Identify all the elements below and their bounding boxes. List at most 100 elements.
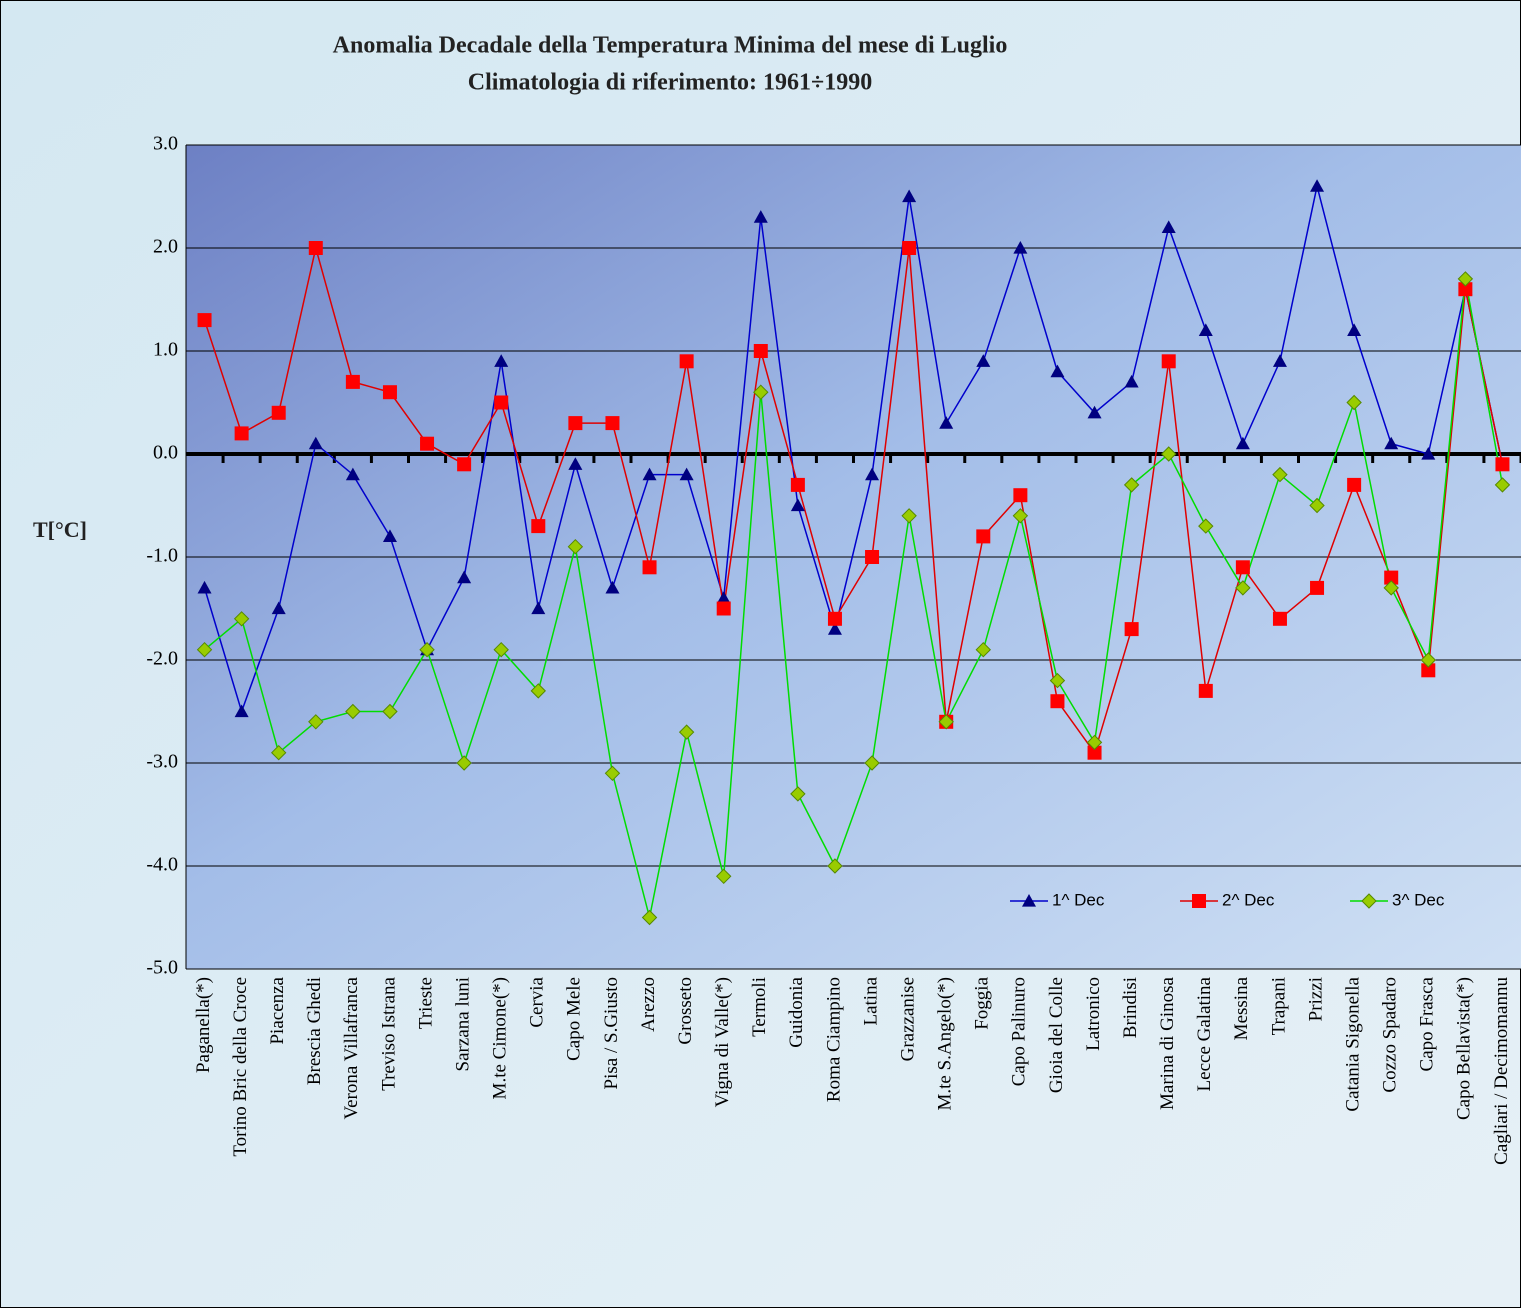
y-tick-label: -5.0 [146,957,178,979]
x-tick-label: M.te Cimone(*) [490,977,511,1099]
marker [1421,447,1436,460]
x-tick-label: Marina di Ginosa [1157,976,1178,1110]
marker [716,601,731,616]
marker [790,477,805,492]
marker [678,724,695,740]
marker [716,868,732,885]
marker [494,354,509,367]
marker [1346,394,1362,411]
marker [604,765,621,782]
x-tick-label: Guidonia [786,976,807,1047]
x-tick-label: Foggia [972,976,993,1029]
marker [494,395,509,410]
marker [196,641,213,658]
marker [864,755,880,771]
y-tick-label: 2.0 [153,236,178,258]
marker [1458,282,1473,297]
x-tick-label: Messina [1231,976,1252,1040]
marker [642,467,657,481]
marker [1457,271,1474,287]
x-tick-label: Torino Bric della Croce [230,977,251,1157]
marker [790,498,805,512]
marker [1272,466,1288,483]
x-tick-label: Trieste [415,977,436,1029]
marker [1049,672,1066,689]
marker [679,467,694,481]
marker [1123,477,1140,493]
marker [1161,354,1176,369]
y-tick-label: 1.0 [153,339,178,361]
y-tick-label: 3.0 [153,133,178,155]
legend-marker [1361,893,1377,909]
marker [1086,734,1103,751]
marker [1347,323,1362,336]
marker [568,416,583,431]
marker [1384,436,1399,450]
marker [1235,580,1251,596]
marker [753,344,768,358]
marker [1198,518,1214,534]
x-tick-label: Pisa / S.Giusto [601,977,622,1089]
marker [233,611,250,627]
marker [234,426,249,441]
marker [716,591,731,604]
marker [457,570,472,584]
marker [1050,694,1065,709]
marker [1198,683,1213,698]
marker [975,641,991,658]
marker [197,313,212,328]
x-tick-label: Catania Sigonella [1342,976,1363,1111]
marker [976,354,991,367]
legend-label: 1^ Dec [1052,890,1105,909]
x-tick-label: Verona Villafranca [341,976,362,1119]
marker [345,467,360,481]
marker [456,755,472,771]
x-tick-label: Termoli [749,977,770,1037]
marker [457,457,472,472]
marker [531,519,546,534]
marker [1420,652,1436,668]
x-tick-label: Cozzo Spadaro [1380,977,1401,1093]
marker [234,704,249,718]
x-tick-label: Arezzo [638,977,659,1032]
x-tick-label: Prizzi [1305,977,1326,1021]
marker [308,241,323,255]
marker [420,436,435,451]
x-tick-label: Trapani [1268,977,1289,1035]
marker [1421,663,1436,678]
marker [308,714,324,730]
legend-label: 3^ Dec [1392,890,1445,909]
marker [790,786,806,802]
marker [1198,323,1213,336]
x-tick-label: Treviso Istrana [378,976,399,1090]
marker [493,641,509,658]
marker [1309,497,1325,514]
marker [345,374,360,389]
marker [1087,405,1102,419]
x-tick-label: Capo Bellavista(*) [1454,977,1475,1120]
marker [197,580,212,594]
marker [531,601,546,615]
marker [865,550,880,564]
x-tick-label: Latina [860,976,881,1025]
x-tick-label: Lecce Galatina [1194,976,1215,1091]
marker [938,714,954,730]
marker [976,529,991,544]
marker [902,189,917,203]
x-tick-label: Cervia [527,976,548,1027]
marker [901,508,917,524]
y-tick-label: -3.0 [146,751,178,773]
marker [1495,457,1510,472]
x-tick-label: Capo Palinuro [1009,977,1030,1086]
x-tick-label: Paganella(*) [193,977,214,1073]
marker [641,909,658,926]
marker [382,703,398,720]
marker [1087,745,1102,760]
marker [902,241,917,255]
marker [1347,477,1362,492]
y-tick-label: -2.0 [146,648,178,670]
legend-label: 2^ Dec [1222,890,1275,909]
marker [1013,488,1028,503]
series-line [203,186,1504,714]
marker [419,641,435,658]
